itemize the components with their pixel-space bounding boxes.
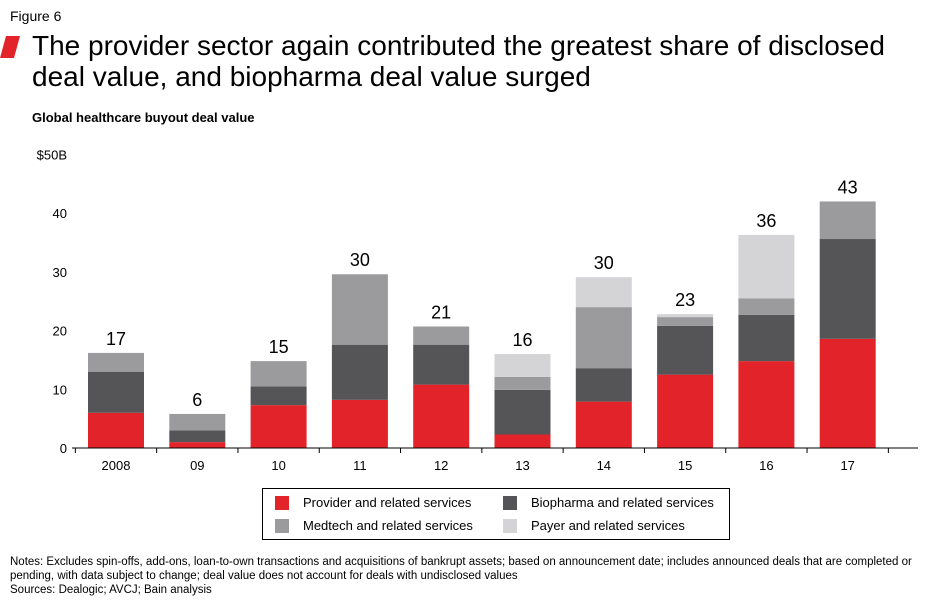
bar-total-label: 30 <box>350 250 370 270</box>
x-category-label: 09 <box>190 458 204 473</box>
bar-total-label: 21 <box>431 302 451 322</box>
bar-segment <box>413 344 470 385</box>
bar-total-label: 23 <box>675 290 695 310</box>
legend-swatch-provider <box>275 495 289 510</box>
legend-label-payer: Payer and related services <box>531 518 685 533</box>
bar-segment <box>250 405 307 448</box>
bar-segment <box>575 368 632 402</box>
sources-text: Sources: Dealogic; AVCJ; Bain analysis <box>10 584 212 596</box>
chart-subtitle: Global healthcare buyout deal value <box>32 110 255 125</box>
bar-segment <box>494 376 551 390</box>
legend-label-provider: Provider and related services <box>303 495 472 510</box>
x-category-label: 13 <box>515 458 529 473</box>
x-category-label: 17 <box>840 458 854 473</box>
bar-segment <box>331 344 388 400</box>
bar-segment <box>331 399 388 448</box>
legend-item-provider: Provider and related services <box>275 495 471 510</box>
page-title: The provider sector again contributed th… <box>32 30 885 92</box>
x-category-label: 16 <box>759 458 773 473</box>
x-category-label: 11 <box>353 458 367 473</box>
notes-text: Notes: Excludes spin-offs, add-ons, loan… <box>10 556 912 582</box>
legend-label-biopharma: Biopharma and related services <box>531 495 714 510</box>
bar-segment <box>494 434 551 448</box>
bar-segment <box>819 338 876 448</box>
bar-segment <box>250 361 307 387</box>
bar-segment <box>819 239 876 339</box>
bar-total-label: 6 <box>192 390 202 410</box>
bar-segment <box>819 201 876 240</box>
bar-segment <box>657 314 714 318</box>
bar-segment <box>169 442 226 448</box>
bar-segment <box>331 274 388 345</box>
bar-segment <box>657 325 714 375</box>
bar-segment <box>169 413 226 431</box>
legend-swatch-biopharma <box>503 495 517 510</box>
legend-item-medtech: Medtech and related services <box>275 518 473 533</box>
bar-total-label: 17 <box>106 329 126 349</box>
bar-segment <box>657 374 714 448</box>
chart-legend: Provider and related services Biopharma … <box>262 488 730 540</box>
bar-segment <box>169 430 226 443</box>
legend-label-medtech: Medtech and related services <box>303 518 473 533</box>
deal-value-chart: 0 10 20 30 40 $50B 17 2008 6 09 15 10 30 11 21 12 16 13 30… <box>37 148 918 473</box>
bar-segment <box>250 386 307 406</box>
bar-total-label: 16 <box>512 330 532 350</box>
bar-segment <box>88 412 144 448</box>
legend-item-biopharma: Biopharma and related services <box>503 495 714 510</box>
bar-segment <box>657 317 714 326</box>
x-category-label: 2008 <box>102 458 131 473</box>
bar-segment <box>738 298 795 315</box>
bar-segment <box>88 352 144 372</box>
figure-label: Figure 6 <box>10 8 62 24</box>
x-category-label: 12 <box>434 458 448 473</box>
legend-swatch-medtech <box>275 518 289 533</box>
bar-segment <box>494 354 551 377</box>
bar-segment <box>738 234 795 299</box>
x-category-label: 14 <box>597 458 611 473</box>
bar-segment <box>575 307 632 369</box>
bar-total-label: 15 <box>269 337 289 357</box>
y-tick-label: 40 <box>53 206 67 221</box>
bar-segment <box>413 384 470 448</box>
bar-segment <box>575 277 632 308</box>
y-tick-label: 0 <box>60 441 67 456</box>
bar-segment <box>575 401 632 448</box>
bar-segment <box>494 389 551 435</box>
bar-total-label: 36 <box>756 211 776 231</box>
x-category-label: 10 <box>271 458 285 473</box>
bar-segment <box>738 314 795 362</box>
notes-block: Notes: Excludes spin-offs, add-ons, loan… <box>10 555 945 597</box>
title-marker-icon <box>0 36 20 58</box>
bar-segment <box>413 326 470 345</box>
x-category-label: 15 <box>678 458 692 473</box>
bar-segment <box>738 361 795 448</box>
y-tick-label: 30 <box>53 265 67 280</box>
y-tick-label: $50B <box>37 148 67 163</box>
y-tick-label: 10 <box>53 382 67 397</box>
y-tick-label: 20 <box>53 324 67 339</box>
bar-total-label: 43 <box>838 177 858 197</box>
legend-item-payer: Payer and related services <box>503 518 685 533</box>
legend-swatch-payer <box>503 518 517 533</box>
bar-segment <box>88 371 144 413</box>
bar-total-label: 30 <box>594 253 614 273</box>
